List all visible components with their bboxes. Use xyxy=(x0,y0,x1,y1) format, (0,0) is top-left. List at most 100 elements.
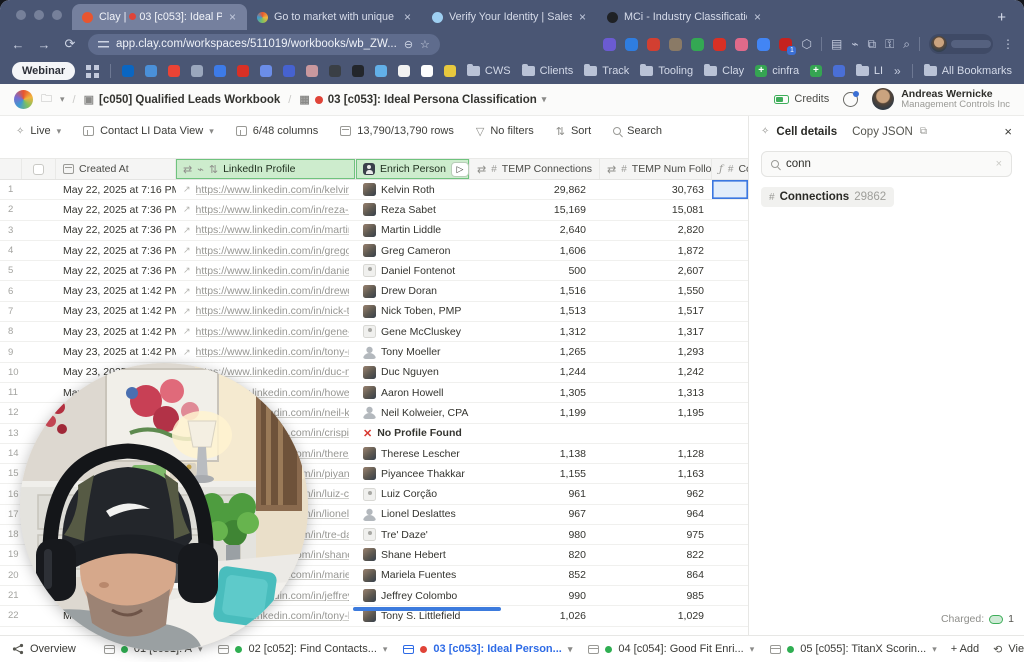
close-panel-icon[interactable]: × xyxy=(1004,124,1012,139)
cell-linkedin-url[interactable]: ↗ https://www.linkedin.com/in/nick-toben-… xyxy=(176,302,356,321)
table-row[interactable]: 5 May 22, 2025 at 7:36 PM ... ↗ https://www… xyxy=(0,261,748,282)
sheet-tab[interactable]: 04 [c054]: Good Fit Enri... ▾ xyxy=(588,643,754,655)
devices-icon[interactable]: ⧉ xyxy=(867,36,877,51)
close-window-icon[interactable] xyxy=(16,10,26,20)
zoom-page-icon[interactable]: ⊖ xyxy=(403,38,414,51)
breadcrumb-sheet[interactable]: ▦ 03 [c053]: Ideal Persona Classification… xyxy=(299,93,546,107)
bookmark-site-icon[interactable] xyxy=(144,65,157,77)
cell-connections-formula[interactable] xyxy=(712,606,748,625)
tab-close-icon[interactable]: × xyxy=(753,10,761,24)
new-tab-button[interactable]: + xyxy=(997,9,1006,26)
cell-followers[interactable]: 1,317 xyxy=(677,325,704,338)
cell-connections[interactable]: 2,640 xyxy=(559,224,586,237)
cell-created-at[interactable]: May 22, 2025 at 7:16 PM ... xyxy=(63,183,176,196)
cell-connections[interactable]: 967 xyxy=(568,508,586,521)
row-checkbox[interactable] xyxy=(22,322,56,341)
cell-connections[interactable]: 1,155 xyxy=(559,467,586,480)
linkedin-url-text[interactable]: https://www.linkedin.com/in/tony-moeller… xyxy=(195,346,349,359)
cell-field-result[interactable]: # Connections 29862 xyxy=(761,187,895,207)
cell-connections[interactable]: 1,513 xyxy=(559,305,586,318)
folder-icon[interactable]: 🗀 xyxy=(41,93,52,105)
address-bar[interactable]: app.clay.com/workspaces/511019/workbooks… xyxy=(88,33,440,55)
row-checkbox[interactable] xyxy=(22,241,56,260)
apps-grid-icon[interactable] xyxy=(86,64,99,78)
help-icon[interactable] xyxy=(843,90,860,107)
cell-linkedin-url[interactable]: ↗ https://www.linkedin.com/in/gene-mcclus… xyxy=(176,322,356,341)
select-all-checkbox[interactable] xyxy=(22,159,56,179)
horizontal-scrollbar[interactable] xyxy=(353,607,501,611)
bookmark-folder-track[interactable]: Track xyxy=(584,64,629,77)
bookmark-site-icon[interactable] xyxy=(236,65,249,77)
extension-icon[interactable] xyxy=(757,37,771,51)
row-checkbox[interactable] xyxy=(22,383,56,402)
row-checkbox[interactable] xyxy=(22,363,56,382)
cell-person-name[interactable]: Kelvin Roth xyxy=(356,180,470,199)
cell-connections-formula[interactable] xyxy=(712,424,748,443)
bookmark-site-icon[interactable] xyxy=(397,65,410,77)
bookmark-all-bookmarks[interactable]: All Bookmarks xyxy=(923,64,1012,77)
cell-created-at[interactable]: May 23, 2025 at 1:42 PM ... xyxy=(63,325,176,338)
cell-person-name[interactable]: Jeffrey Colombo xyxy=(356,586,470,605)
view-selector[interactable]: Contact LI Data View ▾ xyxy=(83,125,214,137)
linkedin-url-text[interactable]: https://www.linkedin.com/in/gregory-d-ca… xyxy=(195,244,349,257)
bookmark-webinar[interactable]: Webinar xyxy=(12,62,76,80)
bookmark-site-icon[interactable] xyxy=(190,65,203,77)
row-checkbox[interactable] xyxy=(22,200,56,219)
cell-linkedin-url[interactable]: ↗ https://www.linkedin.com/in/drewdoran/ xyxy=(176,281,356,300)
linkedin-url-text[interactable]: https://www.linkedin.com/in/drewdoran/ xyxy=(195,285,349,298)
cell-person-name[interactable]: Shane Hebert xyxy=(356,545,470,564)
extension-icon[interactable] xyxy=(625,37,639,51)
cell-followers[interactable]: 822 xyxy=(686,548,704,561)
cell-connections[interactable]: 852 xyxy=(568,569,586,582)
cell-linkedin-url[interactable]: ↗ https://www.linkedin.com/in/kelvinroth/ xyxy=(176,180,356,199)
linkedin-url-text[interactable]: https://www.linkedin.com/in/duc-nguyen-.… xyxy=(195,366,349,379)
bookmark-star-icon[interactable]: ☆ xyxy=(420,38,430,51)
cell-person-name[interactable]: Duc Nguyen xyxy=(356,363,470,382)
add-table-button[interactable]: + Add xyxy=(951,643,979,655)
cell-followers[interactable]: 1,872 xyxy=(677,244,704,257)
cell-connections[interactable]: 1,138 xyxy=(559,447,586,460)
row-checkbox[interactable] xyxy=(22,281,56,300)
cell-followers[interactable]: 964 xyxy=(686,508,704,521)
linkedin-url-text[interactable]: https://www.linkedin.com/in/gene-mcclusk… xyxy=(195,325,349,338)
cell-followers[interactable]: 1,128 xyxy=(677,447,704,460)
bookmark-site-icon[interactable] xyxy=(167,65,180,77)
bookmark-site-icon[interactable] xyxy=(420,65,433,77)
cell-person-name[interactable]: Therese Lescher xyxy=(356,444,470,463)
filters-button[interactable]: ▽ No filters xyxy=(476,125,534,138)
cell-followers[interactable]: 1,313 xyxy=(677,386,704,399)
view-table-history-button[interactable]: ⟲ View table history xyxy=(993,643,1024,656)
table-row[interactable]: 4 May 22, 2025 at 7:36 PM ... ↗ https://www… xyxy=(0,240,748,262)
cell-followers[interactable] xyxy=(600,424,712,443)
credits-button[interactable]: Credits xyxy=(774,93,829,105)
bookmarks-overflow-icon[interactable]: » xyxy=(894,64,901,78)
column-header-temp-connections[interactable]: ⇄ # TEMP Connections xyxy=(470,159,600,179)
table-row[interactable]: 2 May 22, 2025 at 7:36 PM ... ↗ https://www… xyxy=(0,200,748,221)
extension-icon[interactable] xyxy=(647,37,661,51)
link-icon[interactable]: ⌁ xyxy=(851,37,859,51)
bookmark-site-icon[interactable] xyxy=(443,65,456,77)
browser-tab[interactable]: Go to market with unique da × xyxy=(247,4,422,30)
tab-close-icon[interactable]: × xyxy=(228,10,236,24)
bookmark-site-icon[interactable] xyxy=(351,65,364,77)
cell-connections[interactable]: 820 xyxy=(568,548,586,561)
table-row[interactable]: 8 May 23, 2025 at 1:42 PM ... ↗ https://www… xyxy=(0,322,748,343)
cell-person-name[interactable]: Tony Moeller xyxy=(356,342,470,361)
cell-connections[interactable] xyxy=(470,424,600,443)
cell-created-at[interactable]: May 23, 2025 at 1:42 PM ... xyxy=(63,346,176,359)
cell-person-name[interactable]: Piyancee Thakkar xyxy=(356,464,470,483)
table-row[interactable]: 6 May 23, 2025 at 1:42 PM ... ↗ https://www… xyxy=(0,281,748,302)
bookmark-site-icon[interactable] xyxy=(259,65,272,77)
cell-followers[interactable]: 1,242 xyxy=(677,366,704,379)
copy-icon[interactable]: ⧉ xyxy=(919,126,927,137)
cell-followers[interactable]: 985 xyxy=(686,589,704,602)
cell-connections[interactable]: 1,305 xyxy=(559,386,586,399)
cell-connections-formula[interactable] xyxy=(712,261,748,280)
cell-connections-formula[interactable] xyxy=(712,342,748,361)
cell-connections-formula[interactable] xyxy=(712,566,748,585)
browser-tab[interactable]: MCi - Industry Classification × xyxy=(597,4,772,30)
cell-followers[interactable]: 1,029 xyxy=(677,609,704,622)
reload-icon[interactable]: ⟳ xyxy=(64,36,76,51)
cell-person-name[interactable]: Neil Kolweier, CPA xyxy=(356,403,470,422)
row-checkbox[interactable] xyxy=(22,261,56,280)
